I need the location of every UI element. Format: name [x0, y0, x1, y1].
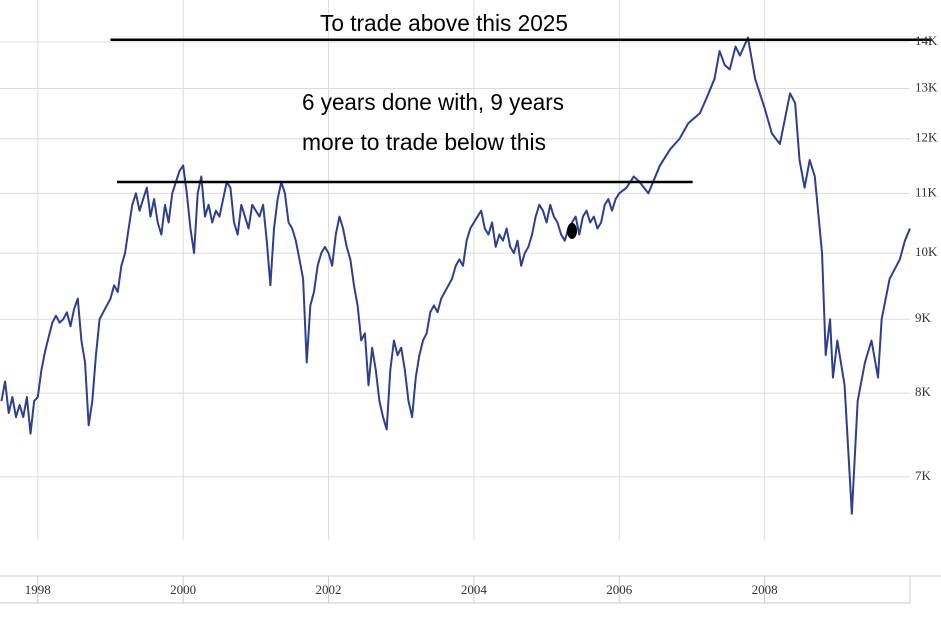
- annotation: more to trade below this: [302, 129, 546, 155]
- y-tick-label: 9K: [915, 310, 932, 325]
- y-tick-label: 10K: [915, 244, 938, 259]
- x-tick-label: 2006: [606, 582, 633, 597]
- price-line: [0, 36, 911, 515]
- plot: [0, 36, 932, 515]
- y-tick-label: 14K: [915, 33, 938, 48]
- annotation: 6 years done with, 9 years: [302, 89, 564, 115]
- x-tick-label: 2004: [461, 582, 488, 597]
- x-tick-label: 2002: [316, 582, 342, 597]
- y-tick-label: 11K: [915, 184, 938, 199]
- labels: 14K 13K 12K 11K 10K 9K 8K 7K 1998 2000 2002 2004 200…: [25, 33, 938, 603]
- x-tick-label: 1998: [25, 582, 51, 597]
- grid: [0, 0, 910, 540]
- annotation: To trade above this 2025: [320, 10, 568, 36]
- highlight-marker: [567, 222, 578, 239]
- y-tick-label: 13K: [915, 80, 938, 95]
- y-tick-label: 7K: [915, 468, 932, 483]
- x-tick-label: 2008: [752, 582, 778, 597]
- y-tick-label: 8K: [915, 384, 932, 399]
- y-tick-label: 12K: [915, 130, 938, 145]
- x-tick-label: 2000: [170, 582, 196, 597]
